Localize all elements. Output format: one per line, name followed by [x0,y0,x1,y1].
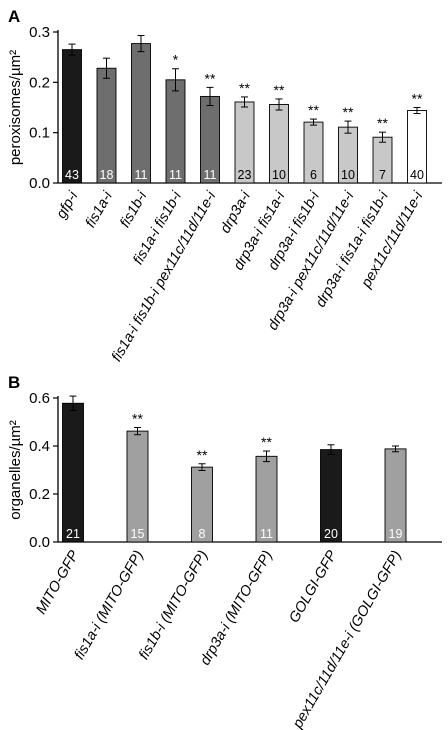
sample-size-label: 43 [65,168,79,182]
x-category-label: pex11c/11d/11e-i (GOLGI-GFP) [289,548,404,730]
x-category-label: drp3a-i (MITO-GFP) [197,548,276,668]
significance-label: * [173,52,179,68]
x-category-label: fis1a-i (MITO-GFP) [72,548,147,663]
sample-size-label: 11 [135,168,148,182]
significance-label: ** [308,102,319,118]
sample-size-label: 11 [204,168,217,182]
bar [62,402,84,543]
sample-size-label: 10 [272,168,286,182]
y-tick-label: 0.2 [29,486,50,503]
panel-letter: B [8,373,20,392]
significance-label: ** [205,70,216,86]
bar [96,67,117,184]
sample-size-label: 19 [389,527,403,541]
significance-label: ** [132,411,143,427]
sample-size-label: 6 [310,168,317,182]
x-category-label: fis1b-i [117,188,151,230]
significance-label: ** [274,82,285,98]
sample-size-label: 11 [169,168,182,182]
significance-label: ** [343,104,354,120]
bar [126,430,149,543]
x-category-label: drp3a-i [218,188,255,236]
bar [62,49,82,184]
sample-size-label: 23 [238,168,252,182]
panel-a: Aperoxisomes/µm²0.00.10.20.343gfp-i18fis… [7,7,442,365]
y-tick-label: 0.0 [29,534,50,551]
x-category-label: gfp-i [53,188,81,221]
y-axis-label: organelles/µm² [7,420,24,520]
sample-size-label: 40 [410,168,424,182]
y-axis-label: peroxisomes/µm² [7,50,24,165]
significance-label: ** [197,447,208,463]
y-tick-label: 0.2 [29,74,50,91]
sample-size-label: 20 [324,527,338,541]
y-tick-label: 0.6 [29,390,50,407]
x-category-label: fis1a-i [83,188,117,230]
sample-size-label: 21 [66,527,80,541]
sample-size-label: 11 [260,527,273,541]
significance-label: ** [261,434,272,450]
sample-size-label: 8 [199,527,206,541]
x-category-label: pex11c/11d/11e-i [358,188,427,291]
y-tick-label: 0.3 [29,24,50,41]
bar [131,43,151,184]
sample-size-label: 15 [131,527,145,541]
x-category-label: MITO-GFP [33,548,82,617]
x-category-label: fis1b-i (MITO-GFP) [136,548,211,663]
sample-size-label: 10 [341,168,355,182]
y-tick-label: 0.4 [29,438,50,455]
significance-label: ** [239,80,250,96]
sample-size-label: 18 [100,168,114,182]
y-tick-label: 0.0 [29,175,50,192]
sample-size-label: 7 [379,168,386,182]
y-tick-label: 0.1 [29,125,50,142]
x-category-label: GOLGI-GFP [286,548,340,626]
significance-label: ** [377,115,388,131]
significance-label: ** [412,91,423,107]
panel-letter: A [8,7,20,26]
